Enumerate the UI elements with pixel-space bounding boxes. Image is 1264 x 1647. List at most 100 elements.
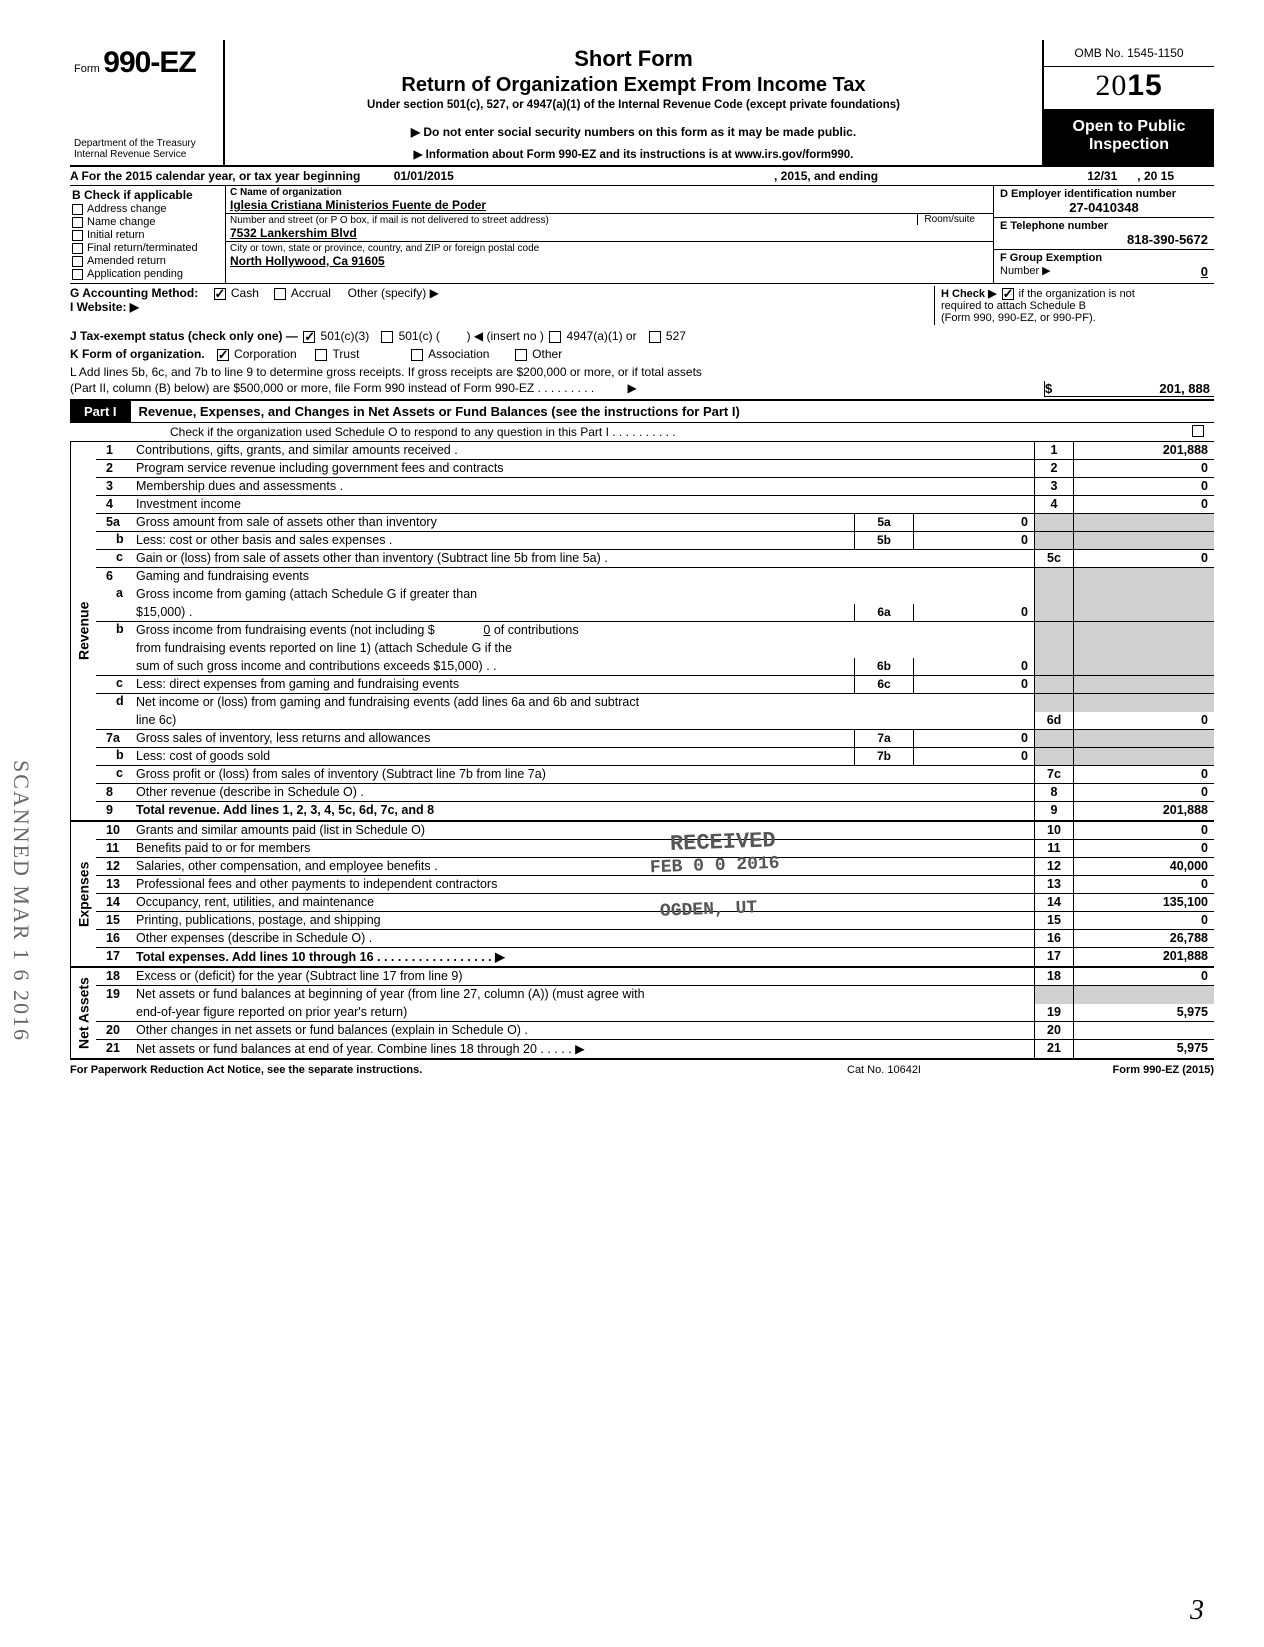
- ld: Other revenue (describe in Schedule O) .: [136, 784, 1034, 801]
- chk-501c[interactable]: [381, 331, 393, 343]
- lnb: 16: [1034, 930, 1074, 947]
- ld: end-of-year figure reported on prior yea…: [136, 1004, 1034, 1021]
- ld: Total revenue. Add lines 1, 2, 3, 4, 5c,…: [136, 802, 1034, 820]
- shaded: [1074, 986, 1214, 1004]
- ln: [96, 604, 136, 621]
- revenue-section: Revenue 1 Contributions, gifts, grants, …: [70, 442, 1214, 822]
- ld: from fundraising events reported on line…: [136, 640, 1034, 658]
- mb: 6a: [854, 604, 914, 621]
- chk-accrual[interactable]: [274, 288, 286, 300]
- mv: 0: [914, 532, 1034, 549]
- footer-left: For Paperwork Reduction Act Notice, see …: [70, 1064, 754, 1076]
- part1-header: Part I Revenue, Expenses, and Changes in…: [70, 401, 1214, 423]
- la: 0: [1074, 912, 1214, 929]
- ld: Net income or (loss) from gaming and fun…: [136, 694, 1034, 712]
- line-i: I Website: ▶: [70, 300, 139, 314]
- lj-a: 501(c)(3): [321, 329, 370, 343]
- la: 135,100: [1074, 894, 1214, 911]
- chk-corp[interactable]: [217, 349, 229, 361]
- ln: 17: [96, 948, 136, 966]
- lnb: 15: [1034, 912, 1074, 929]
- ld: $15,000) .: [136, 604, 854, 621]
- ld: Program service revenue including govern…: [136, 460, 1034, 477]
- footer-mid: Cat No. 10642I: [754, 1064, 1014, 1076]
- chk-other[interactable]: [515, 349, 527, 361]
- line-l-arrow: ▶: [628, 381, 637, 395]
- lnb: 18: [1034, 968, 1074, 985]
- ln: 7a: [96, 730, 136, 747]
- row-a-end: 12/31: [1087, 169, 1117, 183]
- line-7a: 7a Gross sales of inventory, less return…: [96, 730, 1214, 748]
- chk-schedb[interactable]: [1002, 288, 1014, 300]
- line-10: 10 Grants and similar amounts paid (list…: [96, 822, 1214, 840]
- la: 0: [1074, 968, 1214, 985]
- ln: 13: [96, 876, 136, 893]
- line-20: 20 Other changes in net assets or fund b…: [96, 1022, 1214, 1040]
- form-header: Form 990-EZ Department of the Treasury I…: [70, 40, 1214, 167]
- chk-address[interactable]: Address change: [72, 203, 223, 215]
- other-label: Other (specify) ▶: [348, 286, 439, 300]
- lj-b: 501(c) (: [399, 329, 440, 343]
- ln: 2: [96, 460, 136, 477]
- ld: Investment income: [136, 496, 1034, 513]
- chk-label: Address change: [87, 203, 167, 215]
- line-l1: L Add lines 5b, 6c, and 7b to line 9 to …: [70, 363, 1214, 381]
- line-15: 15 Printing, publications, postage, and …: [96, 912, 1214, 930]
- chk-label: Amended return: [87, 255, 166, 267]
- ln: 19: [96, 986, 136, 1004]
- la: 0: [1074, 822, 1214, 839]
- info-notice: ▶ Information about Form 990-EZ and its …: [233, 147, 1034, 161]
- mb: 7b: [854, 748, 914, 765]
- line-g-left: G Accounting Method: Cash Accrual Other …: [70, 286, 934, 325]
- grp-row: F Group Exemption Number ▶ 0: [994, 250, 1214, 279]
- chk-4947[interactable]: [549, 331, 561, 343]
- chk-501c3[interactable]: [303, 331, 315, 343]
- row-a-begin: 01/01/2015: [394, 169, 454, 183]
- line-7b: b Less: cost of goods sold 7b 0: [96, 748, 1214, 766]
- chk-pending[interactable]: Application pending: [72, 268, 223, 280]
- city: North Hollywood, Ca 91605: [230, 254, 989, 268]
- revenue-label: Revenue: [70, 442, 96, 820]
- lnb: 6d: [1034, 712, 1074, 729]
- dept: Department of the Treasury Internal Reve…: [74, 138, 219, 160]
- row-a: A For the 2015 calendar year, or tax yea…: [70, 167, 1214, 186]
- chk-label: Initial return: [87, 229, 144, 241]
- mv: 0: [914, 514, 1034, 531]
- shaded: [1034, 640, 1074, 658]
- shaded: [1074, 514, 1214, 531]
- col-c: C Name of organization Iglesia Cristiana…: [225, 186, 994, 283]
- shaded: [1034, 658, 1074, 675]
- chk-trust[interactable]: [315, 349, 327, 361]
- subtitle: Under section 501(c), 527, or 4947(a)(1)…: [233, 99, 1034, 111]
- ld: Gross income from fundraising events (no…: [136, 622, 1034, 640]
- chk-initial[interactable]: Initial return: [72, 229, 223, 241]
- line-19-2: end-of-year figure reported on prior yea…: [96, 1004, 1214, 1022]
- chk-amended[interactable]: Amended return: [72, 255, 223, 267]
- title-box: Short Form Return of Organization Exempt…: [225, 40, 1044, 165]
- chk-name[interactable]: Name change: [72, 216, 223, 228]
- check-o-text: Check if the organization used Schedule …: [170, 425, 676, 439]
- ln: c: [96, 766, 136, 783]
- lnb: 3: [1034, 478, 1074, 495]
- chk-527[interactable]: [649, 331, 661, 343]
- chk-final[interactable]: Final return/terminated: [72, 242, 223, 254]
- chk-schedule-o[interactable]: [1192, 425, 1204, 437]
- checkbox-icon: [72, 243, 83, 254]
- ln: 14: [96, 894, 136, 911]
- chk-cash[interactable]: [214, 288, 226, 300]
- org-name: Iglesia Cristiana Ministerios Fuente de …: [230, 198, 989, 212]
- line-g-label: G Accounting Method:: [70, 286, 198, 300]
- line-4: 4 Investment income 4 0: [96, 496, 1214, 514]
- shaded: [1034, 532, 1074, 549]
- line-l-text: (Part II, column (B) below) are $500,000…: [70, 381, 1044, 397]
- checkbox-icon: [72, 256, 83, 267]
- part1-label: Part I: [70, 401, 131, 422]
- line-h-4: (Form 990, 990-EZ, or 990-PF).: [941, 312, 1096, 324]
- chk-assoc[interactable]: [411, 349, 423, 361]
- form-number: 990-EZ: [103, 46, 195, 79]
- tel-row: E Telephone number 818-390-5672: [994, 218, 1214, 250]
- ln: 5a: [96, 514, 136, 531]
- cash-label: Cash: [231, 286, 259, 300]
- line-j-label: J Tax-exempt status (check only one) —: [70, 329, 298, 343]
- la: 5,975: [1074, 1040, 1214, 1058]
